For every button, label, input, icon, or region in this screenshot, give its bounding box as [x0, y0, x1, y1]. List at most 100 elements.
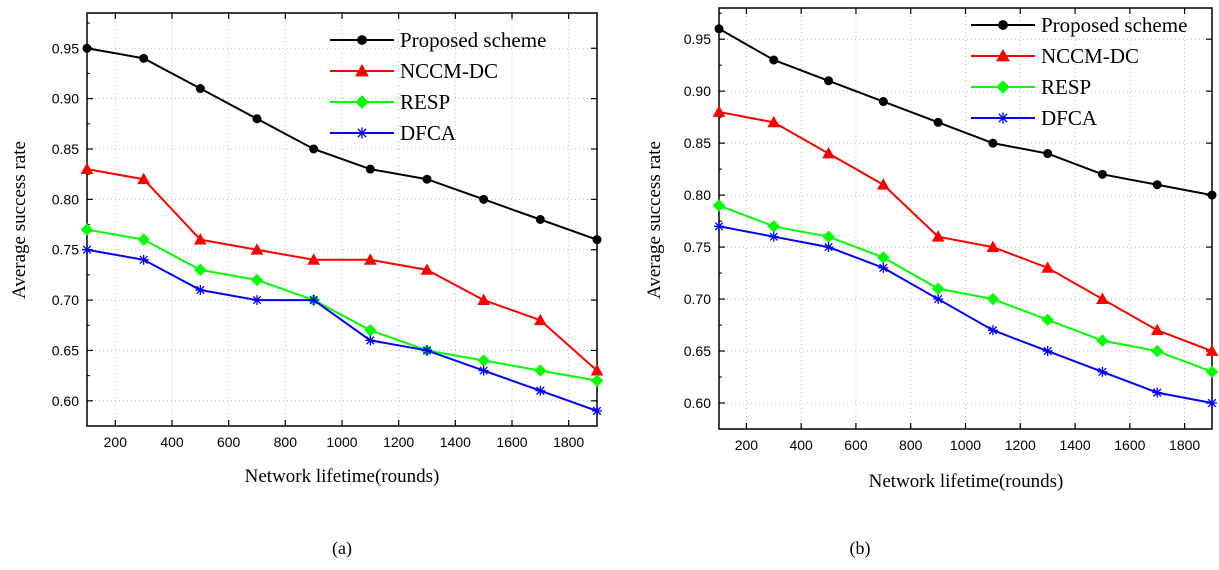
data-point	[253, 115, 261, 123]
y-tick-label: 0.60	[684, 395, 711, 411]
y-tick-label: 0.60	[52, 393, 79, 409]
data-point	[1097, 335, 1108, 346]
data-point	[366, 165, 374, 173]
panel-label: (a)	[332, 538, 352, 559]
axis-ticks: 0.60 0.65 0.70 0.75 0.80 0.85 0.90 0.95 200 400 60…	[52, 13, 597, 450]
data-point	[195, 285, 205, 295]
y-axis-title: Average success rate	[9, 141, 30, 299]
data-point	[365, 325, 376, 336]
y-tick-label: 0.80	[52, 191, 79, 207]
data-point	[365, 335, 375, 345]
chart-panel-b: 0.60 0.65 0.70 0.75 0.80 0.85 0.90 0.95 200 400 60…	[644, 8, 1218, 559]
data-point	[714, 106, 725, 116]
legend-item: Proposed scheme	[971, 13, 1187, 37]
x-tick-label: 200	[104, 434, 128, 450]
legend-item: DFCA	[330, 121, 457, 145]
data-point	[1152, 346, 1163, 357]
legend-label: Proposed scheme	[400, 28, 546, 52]
x-tick-label: 1400	[1059, 437, 1090, 453]
x-tick-label: 1200	[383, 434, 414, 450]
legend-label: DFCA	[400, 121, 457, 145]
y-axis-title: Average success rate	[644, 141, 665, 299]
x-tick-label: 1400	[440, 434, 471, 450]
data-point	[310, 145, 318, 153]
data-point	[933, 283, 944, 294]
series-dfca	[82, 245, 602, 416]
data-point	[878, 263, 888, 273]
data-point	[934, 118, 942, 126]
y-tick-label: 0.70	[684, 291, 711, 307]
data-point	[987, 294, 998, 305]
data-point	[479, 366, 489, 376]
legend: Proposed scheme NCCM-DC RESP DFCA	[330, 28, 546, 145]
data-point	[715, 25, 723, 33]
x-tick-label: 1200	[1005, 437, 1036, 453]
legend-item: RESP	[971, 75, 1091, 99]
plot-frame	[719, 8, 1212, 429]
data-point	[195, 264, 206, 275]
legend-label: DFCA	[1041, 106, 1098, 130]
legend-item: NCCM-DC	[330, 59, 498, 83]
x-tick-label: 800	[274, 434, 298, 450]
gridlines	[87, 13, 597, 426]
data-point	[82, 164, 93, 174]
x-tick-label: 800	[899, 437, 923, 453]
plot-frame	[87, 13, 597, 426]
data-point	[592, 375, 603, 386]
x-tick-label: 600	[217, 434, 241, 450]
data-point	[422, 345, 432, 355]
data-point	[1153, 181, 1161, 189]
x-axis-title: Network lifetime(rounds)	[245, 466, 440, 487]
x-tick-label: 1800	[1169, 437, 1200, 453]
data-point	[989, 139, 997, 147]
data-point	[82, 245, 92, 255]
legend-label: RESP	[1041, 75, 1091, 99]
y-tick-label: 0.65	[52, 342, 79, 358]
data-point	[878, 252, 889, 263]
data-point	[825, 77, 833, 85]
gridlines	[719, 8, 1212, 429]
series-line	[87, 48, 597, 239]
data-point	[252, 274, 263, 285]
data-point	[1097, 367, 1107, 377]
data-point	[138, 234, 149, 245]
x-tick-label: 1800	[553, 434, 584, 450]
data-point	[478, 295, 489, 305]
y-tick-label: 0.70	[52, 292, 79, 308]
data-point	[252, 295, 262, 305]
data-point	[769, 232, 779, 242]
y-tick-label: 0.75	[52, 242, 79, 258]
legend-label: Proposed scheme	[1041, 13, 1187, 37]
y-tick-label: 0.85	[684, 135, 711, 151]
legend: Proposed scheme NCCM-DC RESP DFCA	[971, 13, 1187, 130]
data-point	[480, 195, 488, 203]
y-tick-label: 0.90	[684, 83, 711, 99]
legend-marker	[356, 96, 368, 108]
data-point	[535, 365, 546, 376]
data-point	[1044, 150, 1052, 158]
series-layer	[82, 44, 603, 416]
data-point	[1152, 388, 1162, 398]
data-point	[1097, 294, 1108, 304]
data-point	[824, 242, 834, 252]
legend-label: RESP	[400, 90, 450, 114]
data-point	[1152, 325, 1163, 335]
data-point	[1043, 346, 1053, 356]
data-point	[592, 406, 602, 416]
axis-ticks: 0.60 0.65 0.70 0.75 0.80 0.85 0.90 0.95 200 400 60…	[684, 8, 1212, 453]
y-tick-label: 0.90	[52, 91, 79, 107]
data-point	[139, 255, 149, 265]
data-point	[478, 355, 489, 366]
legend-label: NCCM-DC	[1041, 44, 1139, 68]
data-point	[879, 98, 887, 106]
data-point	[714, 221, 724, 231]
x-tick-label: 1600	[496, 434, 527, 450]
legend-label: NCCM-DC	[400, 59, 498, 83]
x-axis-title: Network lifetime(rounds)	[869, 471, 1064, 492]
y-tick-label: 0.80	[684, 187, 711, 203]
data-point	[140, 54, 148, 62]
legend-marker	[357, 128, 368, 139]
data-point	[82, 224, 93, 235]
legend-item: Proposed scheme	[330, 28, 546, 52]
